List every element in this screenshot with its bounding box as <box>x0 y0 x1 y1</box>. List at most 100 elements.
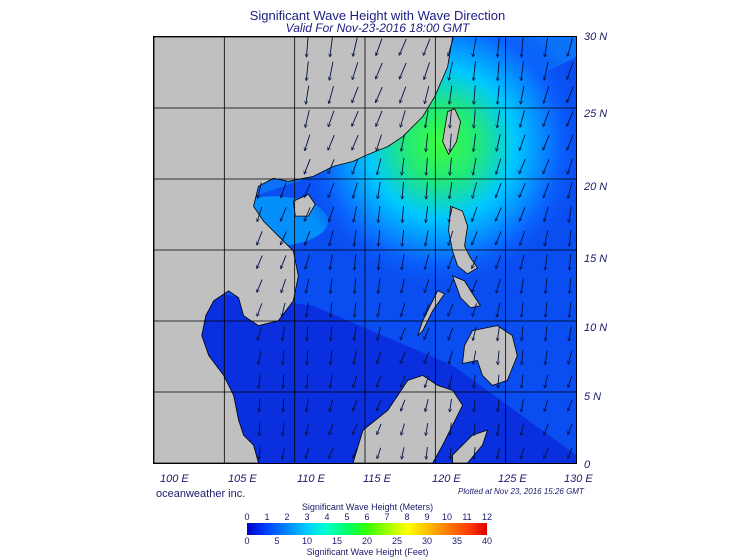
wave-arrow <box>399 38 407 55</box>
wave-arrow <box>282 302 286 317</box>
wave-arrow <box>378 230 379 246</box>
wave-arrow <box>448 230 454 245</box>
wave-arrow <box>519 183 526 197</box>
wave-arrow <box>519 159 526 173</box>
wave-arrow <box>545 254 548 269</box>
wave-arrow <box>304 207 311 221</box>
wave-arrow <box>424 327 430 340</box>
wave-arrow <box>257 303 263 316</box>
wave-arrow <box>330 37 333 56</box>
meters-tick-9: 9 <box>424 512 430 522</box>
wave-arrow <box>377 351 382 363</box>
wave-arrow <box>497 447 501 458</box>
wave-arrow <box>354 326 357 341</box>
wave-arrow <box>378 181 381 198</box>
wave-arrow <box>474 398 475 412</box>
wave-arrow <box>352 158 359 174</box>
wave-arrow <box>257 255 263 269</box>
wave-arrow <box>401 399 406 411</box>
wave-arrow <box>329 86 334 103</box>
wave-arrow <box>544 423 549 435</box>
map-title: Significant Wave Height with Wave Direct… <box>249 8 506 23</box>
lon-label-115e: 115 E <box>363 473 391 485</box>
lat-label-5n: 5 N <box>584 391 602 403</box>
wave-arrow <box>304 183 311 197</box>
wave-arrow <box>402 205 403 222</box>
wave-arrow <box>353 423 358 434</box>
colorbar-meters-title: Significant Wave Height (Meters) <box>301 502 434 512</box>
wave-arrow <box>377 399 382 411</box>
wave-arrow <box>401 303 406 316</box>
wave-arrow <box>473 61 476 80</box>
wave-arrow <box>281 182 287 198</box>
wave-arrow <box>305 254 310 269</box>
wave-arrow <box>424 62 430 79</box>
wave-arrow <box>305 109 310 127</box>
wave-arrow <box>425 109 429 128</box>
wave-arrow <box>472 255 478 269</box>
wave-arrow <box>329 423 334 435</box>
wave-arrow <box>423 38 431 55</box>
wave-arrow <box>259 447 260 459</box>
wave-arrow <box>498 374 499 388</box>
wave-arrow <box>545 278 546 293</box>
wave-arrow <box>282 447 285 459</box>
wave-arrow <box>568 399 573 411</box>
wave-arrow <box>450 157 452 175</box>
wave-arrow <box>330 350 332 365</box>
wave-arrow <box>544 61 549 80</box>
wave-arrow <box>400 86 407 103</box>
mindanao-island <box>462 325 518 386</box>
wave-arrow <box>496 278 501 293</box>
wave-arrow <box>520 230 526 245</box>
wave-arrow <box>352 86 359 103</box>
wave-arrow <box>567 134 574 150</box>
wave-arrow <box>522 326 523 340</box>
wave-arrow <box>521 278 524 294</box>
wave-arrow <box>496 255 502 268</box>
wave-arrow <box>497 302 501 317</box>
mainland <box>154 37 453 463</box>
wave-arrow <box>377 158 382 174</box>
wave-arrow <box>258 182 262 198</box>
lat-label-15n: 15 N <box>584 253 608 265</box>
wave-arrow <box>399 62 407 79</box>
wave-arrow <box>426 181 427 199</box>
wave-arrow <box>472 279 478 293</box>
wave-arrow <box>519 207 526 221</box>
wave-arrow <box>545 326 546 341</box>
wave-arrow <box>497 37 500 57</box>
wave-arrow <box>496 158 502 175</box>
wave-arrow <box>353 375 358 387</box>
wave-arrow <box>281 207 287 221</box>
wave-arrow <box>259 422 260 435</box>
wave-arrow <box>568 350 573 364</box>
wave-arrow <box>283 350 284 365</box>
wave-arrow <box>257 279 263 292</box>
wave-arrow <box>569 206 572 222</box>
wave-arrow <box>521 85 525 104</box>
wave-arrow <box>473 326 477 340</box>
wave-arrow <box>569 254 570 270</box>
wave-arrow <box>328 134 335 150</box>
wave-arrow <box>498 398 499 412</box>
wave-arrow <box>330 278 332 293</box>
wave-arrow <box>331 302 332 317</box>
wave-arrow <box>402 181 404 199</box>
wave-arrow <box>521 302 523 317</box>
wave-arrow <box>400 327 406 340</box>
wave-arrow <box>496 231 502 244</box>
wave-arrow <box>376 86 383 102</box>
wave-arrow <box>521 374 523 388</box>
meters-tick-11: 11 <box>462 512 472 522</box>
wave-arrow <box>448 255 454 268</box>
wave-arrow <box>306 398 309 412</box>
wave-arrow <box>400 375 406 387</box>
wave-arrow <box>449 206 453 222</box>
wave-arrow <box>328 159 335 173</box>
wave-arrow <box>424 279 430 292</box>
wave-arrow <box>352 134 359 150</box>
wave-arrow <box>497 85 500 104</box>
wave-arrow <box>473 37 477 56</box>
wave-arrow <box>354 254 355 270</box>
